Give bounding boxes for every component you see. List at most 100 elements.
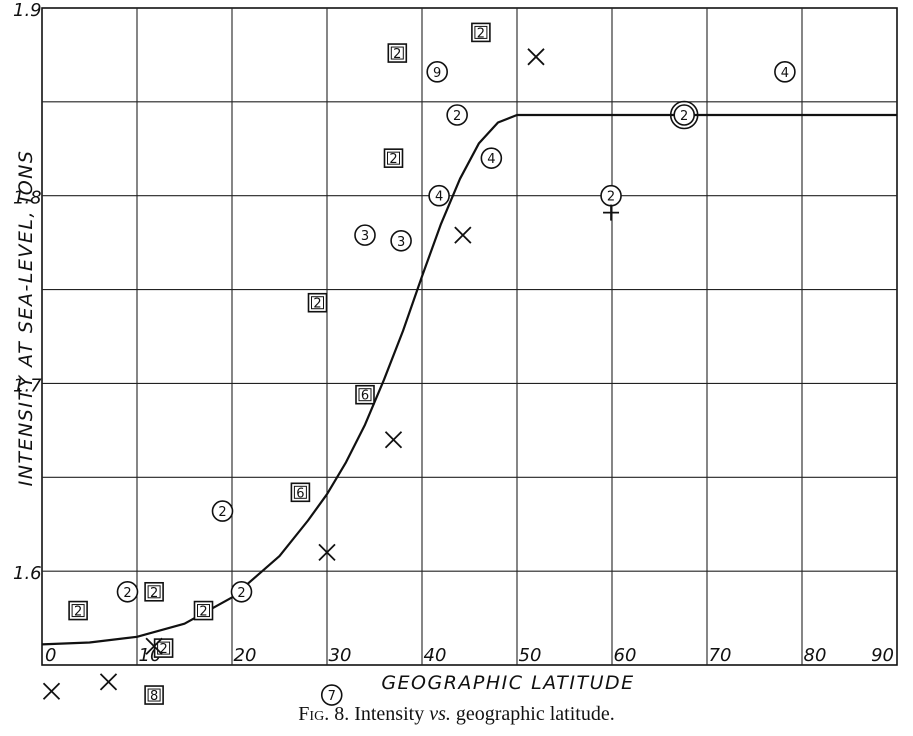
circle-marker-label: 7 (328, 689, 336, 704)
x-marker-stroke (42, 682, 61, 700)
circle-marker-ring (211, 500, 234, 522)
square-marker-label: 2 (477, 26, 485, 41)
square-marker-box (355, 384, 375, 405)
square-marker-label: 2 (389, 152, 397, 167)
circle-marker-label: 2 (123, 586, 131, 601)
circle-marker-ring (446, 104, 468, 126)
y-tick-labels: 1.6 1.7 1.8 1.9 (13, 0, 42, 584)
fitted-curve-line (41, 113, 897, 646)
square-marker-label: 2 (150, 586, 158, 601)
circle-marker-ring (428, 184, 450, 207)
square-marker: 2 (471, 22, 491, 43)
x-marker (454, 226, 472, 244)
square-marker-label: 6 (296, 486, 304, 501)
square-marker-inner-box (390, 46, 404, 60)
square-marker-inner-box (157, 641, 171, 655)
circle-marker: 2 (446, 104, 468, 126)
circle-marker: 4 (774, 61, 796, 83)
y-tick-label: 1.7 (13, 375, 42, 396)
circle-marker-ring (390, 229, 412, 252)
x-tick-label: 30 (329, 645, 352, 666)
data-points: 2 2 2 8 2 6 2 6 2 2 2 2 2 2 7 3 3 4 9 2 4 2 2 4 (42, 22, 796, 706)
square-marker-box (387, 43, 408, 63)
square-marker-label: 2 (313, 297, 321, 312)
square-marker-box (68, 600, 88, 621)
circle-marker: 2 (116, 580, 139, 603)
square-marker: 2 (144, 581, 164, 602)
x-tick-label: 70 (709, 645, 732, 666)
x-marker (42, 682, 61, 700)
circle-marker-outer-ring (669, 100, 699, 130)
circle-marker: 9 (426, 61, 449, 83)
square-marker-label: 2 (393, 47, 401, 62)
square-marker-inner-box (197, 604, 210, 618)
plus-marker (603, 204, 620, 221)
square-marker-label: 8 (150, 689, 158, 704)
caption-vs: vs. (429, 703, 451, 725)
circle-marker: 2 (230, 580, 253, 603)
square-marker-label: 2 (199, 605, 207, 620)
square-marker-box (144, 685, 164, 705)
x-tick-label: 80 (804, 645, 827, 666)
x-axis-title: GEOGRAPHIC LATITUDE (381, 672, 634, 694)
circle-marker-label: 2 (607, 190, 615, 205)
square-marker-label: 2 (74, 605, 82, 620)
x-tick-labels: 0 10 20 30 40 50 60 70 80 90 (45, 645, 894, 666)
circle-marker: 3 (390, 229, 412, 252)
x-tick-label: 50 (519, 645, 542, 666)
x-marker-stroke (318, 543, 336, 562)
circle-marker-label: 2 (680, 109, 688, 124)
circle-marker: 4 (428, 184, 450, 207)
square-marker-inner-box (147, 688, 161, 702)
circle-marker-ring (230, 580, 253, 603)
circle-marker: 3 (354, 224, 376, 246)
plot-frame (41, 7, 898, 666)
circle-marker-ring (320, 684, 343, 706)
square-marker-inner-box (293, 485, 307, 499)
circle-marker: 2 (600, 184, 622, 207)
circle-marker-label: 2 (218, 505, 226, 520)
x-marker (384, 431, 403, 449)
square-marker-box (153, 638, 174, 658)
circle-marker-ring (354, 224, 376, 246)
square-marker-label: 6 (361, 389, 369, 404)
figure-caption: Fig. 8. Intensity vs. geographic latitud… (0, 703, 913, 726)
circle-marker-ring (774, 61, 796, 83)
y-tick-label: 1.8 (13, 188, 42, 209)
square-marker-box (290, 482, 311, 503)
square-marker: 2 (383, 148, 404, 168)
circle-marker-ring (673, 104, 696, 126)
square-marker-box (307, 292, 328, 313)
square-marker-box (383, 148, 404, 168)
x-marker-stroke (527, 48, 545, 66)
circle-marker-label: 3 (397, 235, 405, 250)
square-marker-inner-box (147, 585, 161, 599)
square-marker-box (471, 22, 491, 43)
y-axis-title: INTENSITY AT SEA-LEVEL, IONS (15, 150, 37, 487)
square-marker: 2 (153, 638, 174, 658)
square-marker: 2 (68, 600, 88, 621)
x-marker (145, 637, 163, 655)
square-marker: 6 (355, 384, 375, 405)
caption-text: Intensity (354, 703, 425, 725)
square-marker: 6 (290, 482, 311, 503)
circle-marker-ring (426, 61, 449, 83)
fitted-curve (41, 113, 897, 646)
x-marker (318, 543, 336, 562)
circle-marker-label: 4 (781, 66, 789, 81)
chart-grid (41, 7, 898, 666)
x-tick-label: 20 (234, 645, 257, 666)
square-marker: 2 (387, 43, 408, 63)
x-marker-stroke (454, 226, 472, 244)
circle-marker-label: 2 (237, 586, 245, 601)
circle-marker-ring (116, 580, 139, 603)
square-marker-inner-box (387, 151, 400, 165)
x-tick-label: 0 (45, 645, 56, 666)
x-marker-stroke (99, 673, 118, 691)
circle-marker: 2 (669, 100, 699, 130)
square-marker: 8 (144, 685, 164, 705)
square-marker: 2 (307, 292, 328, 313)
caption-rest: geographic latitude. (455, 703, 615, 725)
y-tick-label: 1.6 (13, 563, 42, 584)
x-tick-label: 90 (871, 645, 894, 666)
